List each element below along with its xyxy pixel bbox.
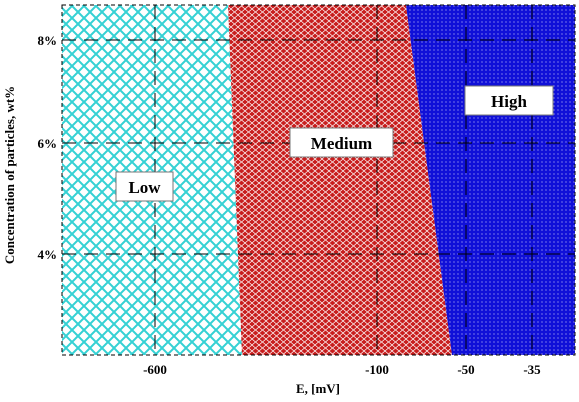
region-label-high-box: High [464, 85, 554, 116]
region-label-low-box: Low [115, 171, 174, 202]
x-tick-label-35: -35 [523, 362, 541, 377]
x-tick-label-600: -600 [143, 362, 167, 377]
x-axis-title: E, [mV] [296, 381, 340, 396]
y-tick-label-4: 4% [38, 247, 58, 262]
y-axis-title: Concentration of particles, wt% [2, 86, 17, 264]
region-label-medium-box: Medium [289, 127, 394, 158]
region-medium [228, 5, 452, 355]
gridlines [62, 5, 575, 355]
y-tick-label-8: 8% [38, 33, 58, 48]
x-tick-label-100: -100 [365, 362, 389, 377]
region-label-high: High [491, 92, 527, 111]
region-label-low: Low [128, 178, 161, 197]
x-tick-label-50: -50 [457, 362, 474, 377]
y-tick-label-6: 6% [38, 136, 58, 151]
plot-frame [61, 4, 576, 356]
region-label-medium: Medium [311, 134, 372, 153]
